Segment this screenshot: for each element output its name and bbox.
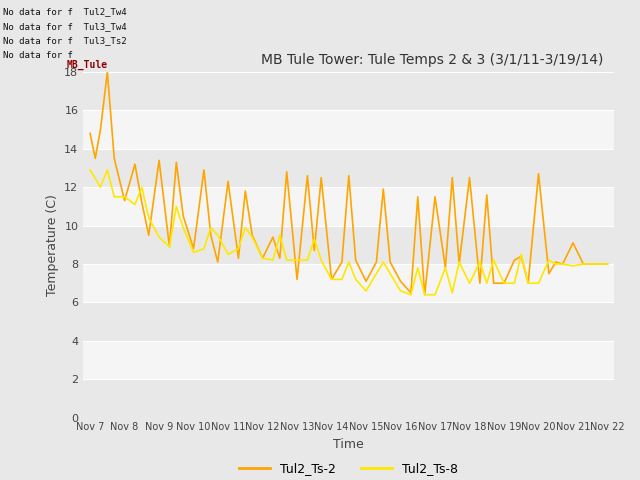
Bar <box>83 302 614 341</box>
Bar <box>83 72 614 110</box>
Text: MB Tule Tower: Tule Temps 2 & 3 (3/1/11-3/19/14): MB Tule Tower: Tule Temps 2 & 3 (3/1/11-… <box>261 53 604 67</box>
Bar <box>83 149 614 187</box>
Bar <box>83 341 614 379</box>
Legend: Tul2_Ts-2, Tul2_Ts-8: Tul2_Ts-2, Tul2_Ts-8 <box>234 457 463 480</box>
Text: No data for f  Tul3_Tw4: No data for f Tul3_Tw4 <box>3 22 127 31</box>
Bar <box>83 264 614 302</box>
X-axis label: Time: Time <box>333 438 364 451</box>
Bar <box>83 187 614 226</box>
Text: No data for f  Tul2_Tw4: No data for f Tul2_Tw4 <box>3 7 127 16</box>
Bar <box>83 226 614 264</box>
Y-axis label: Temperature (C): Temperature (C) <box>45 194 59 296</box>
Text: No data for f: No data for f <box>3 50 84 60</box>
Text: MB_Tule: MB_Tule <box>67 60 108 71</box>
Bar <box>83 110 614 149</box>
Text: No data for f  Tul3_Ts2: No data for f Tul3_Ts2 <box>3 36 127 45</box>
Bar <box>83 379 614 418</box>
